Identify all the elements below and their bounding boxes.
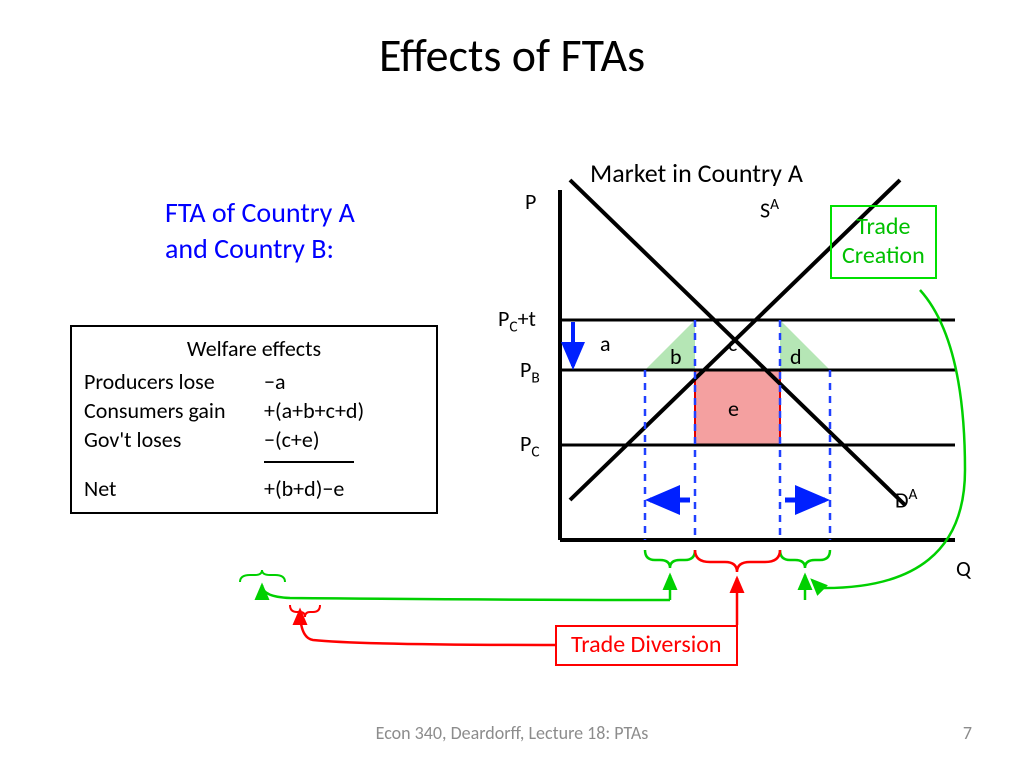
table-rule xyxy=(264,461,354,463)
welfare-header: Welfare effects xyxy=(84,335,424,362)
row-label: Gov't loses xyxy=(84,426,264,453)
label-pc: PC xyxy=(520,430,540,461)
trade-creation-line1: Trade xyxy=(856,212,910,241)
row-value: +(a+b+c+d) xyxy=(264,397,394,424)
bracket-left-green xyxy=(645,550,695,568)
net-value: +(b+d)−e xyxy=(264,475,394,502)
label-supply: SA xyxy=(760,195,779,223)
creation-to-table xyxy=(262,585,670,600)
row-value: −(c+e) xyxy=(264,426,394,453)
bracket-right-green xyxy=(780,550,830,568)
label-pct: PC+t xyxy=(498,305,536,336)
table-bracket-red xyxy=(290,605,320,617)
welfare-table: Welfare effects Producers lose −a Consum… xyxy=(70,325,438,514)
region-b: b xyxy=(670,343,682,370)
trade-creation-box: Trade Creation xyxy=(830,205,937,279)
bracket-mid-red xyxy=(695,550,780,572)
table-bracket-green xyxy=(240,570,285,582)
row-label: Producers lose xyxy=(84,368,264,395)
trade-diversion-label: Trade Diversion xyxy=(571,630,722,659)
region-d: d xyxy=(790,343,802,370)
region-a: a xyxy=(600,330,611,357)
label-pb: PB xyxy=(520,356,540,387)
trade-creation-line2: Creation xyxy=(842,241,925,270)
net-label: Net xyxy=(84,475,264,502)
label-demand: DA xyxy=(895,485,917,513)
row-value: −a xyxy=(264,368,394,395)
q-axis-label: Q xyxy=(956,555,971,582)
page-number: 7 xyxy=(963,722,972,744)
table-row: Gov't loses −(c+e) xyxy=(84,426,424,453)
region-c: c xyxy=(728,330,737,357)
p-axis-label: P xyxy=(525,188,536,215)
region-e: e xyxy=(728,395,739,422)
table-row: Consumers gain +(a+b+c+d) xyxy=(84,397,424,424)
footer-text: Econ 340, Deardorff, Lecture 18: PTAs xyxy=(0,722,1024,744)
diversion-arrow-to-table xyxy=(300,610,555,645)
region-d-fill xyxy=(780,320,830,370)
table-row-net: Net +(b+d)−e xyxy=(84,475,424,502)
row-label: Consumers gain xyxy=(84,397,264,424)
table-row: Producers lose −a xyxy=(84,368,424,395)
trade-diversion-box: Trade Diversion xyxy=(555,625,738,666)
